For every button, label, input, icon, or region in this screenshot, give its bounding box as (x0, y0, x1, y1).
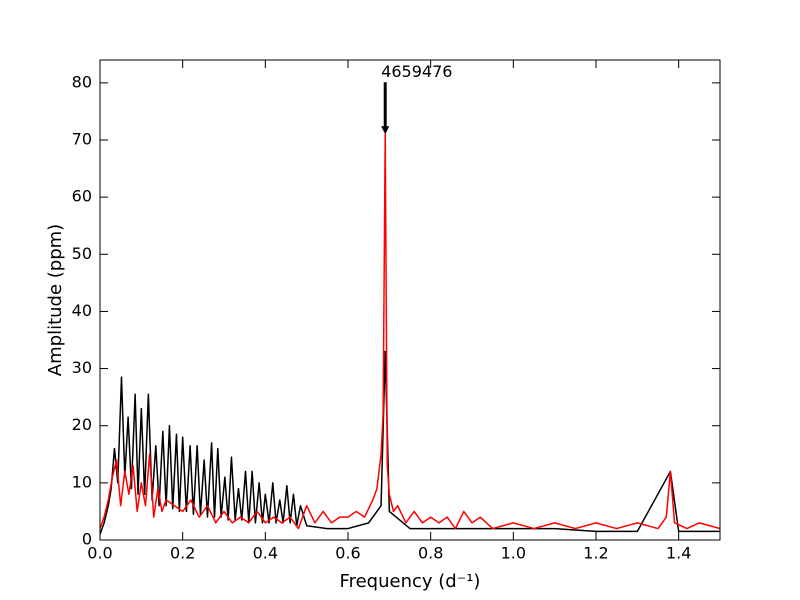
y-tick-label: 80 (72, 72, 92, 91)
spectrum-line (100, 133, 720, 530)
x-axis-label: Frequency (d⁻¹) (340, 571, 481, 592)
spectrum-line (100, 350, 720, 535)
y-tick-label: 40 (72, 301, 92, 320)
y-tick-label: 60 (72, 187, 92, 206)
plot-area (100, 133, 720, 535)
y-tick-label: 70 (72, 130, 92, 149)
x-tick-label: 0.6 (335, 544, 360, 563)
x-tick-label: 1.2 (583, 544, 608, 563)
annotation: 4659476 (381, 62, 452, 81)
x-tick-label: 1.4 (666, 544, 691, 563)
y-tick-label: 50 (72, 244, 92, 263)
y-tick-label: 20 (72, 415, 92, 434)
annotation-arrowhead (381, 126, 390, 135)
y-tick-label: 10 (72, 472, 92, 491)
x-tick-label: 0.8 (418, 544, 443, 563)
x-tick-label: 0.2 (170, 544, 195, 563)
axes-frame (99, 59, 721, 541)
x-tick-label: 1.0 (501, 544, 526, 563)
x-tick-label: 0.0 (87, 544, 112, 563)
y-axis-label: Amplitude (ppm) (45, 224, 66, 376)
x-tick-label: 0.4 (253, 544, 278, 563)
y-tick-label: 0 (82, 530, 92, 549)
y-tick-label: 30 (72, 358, 92, 377)
